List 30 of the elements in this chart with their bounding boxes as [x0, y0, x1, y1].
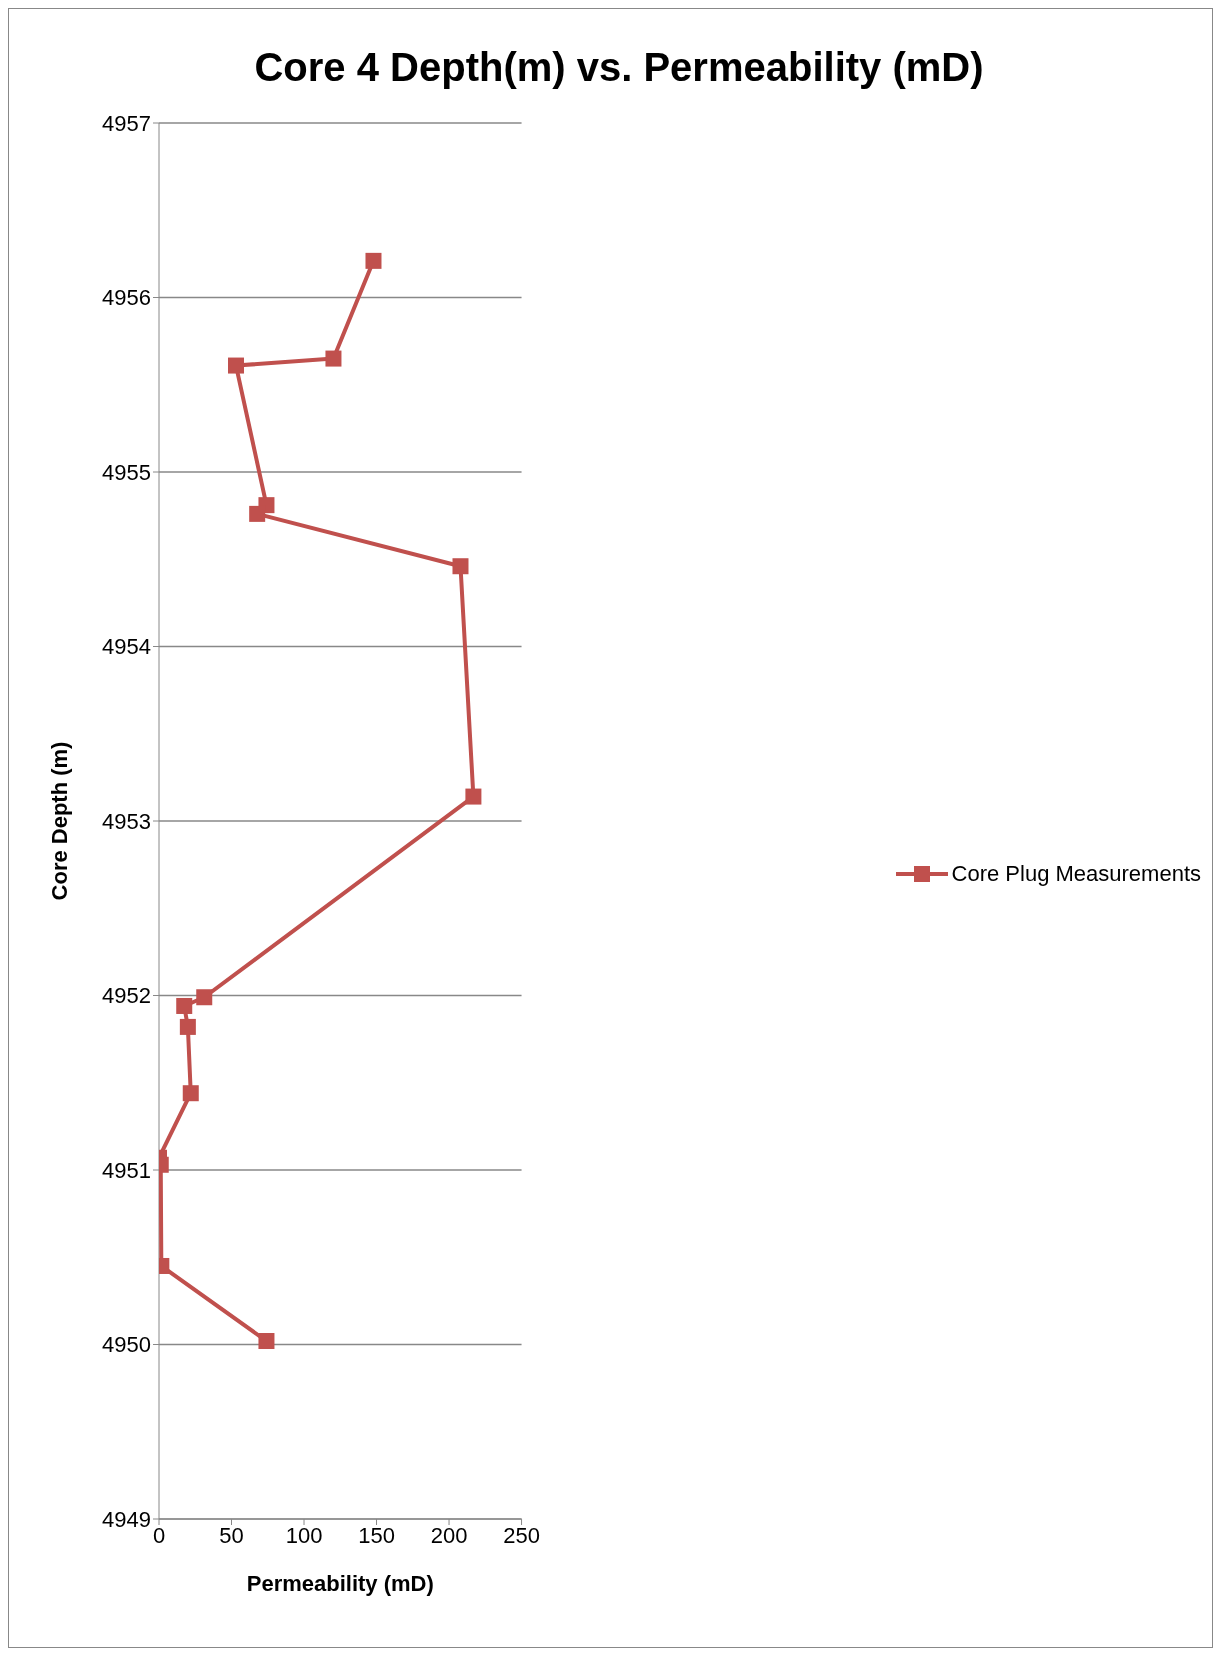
y-tick-label: 4956	[102, 285, 151, 311]
y-tick-label: 4954	[102, 634, 151, 660]
point	[176, 997, 193, 1014]
point	[249, 505, 266, 522]
x-axis-title: Permeability (mD)	[246, 1571, 434, 1596]
x-tick-label: 150	[358, 1522, 395, 1548]
x-tick-label: 0	[152, 1522, 166, 1548]
y-tick-label: 4950	[102, 1332, 151, 1358]
x-tick-label: 200	[430, 1522, 468, 1548]
legend-label: Core Plug Measurements	[951, 861, 1201, 887]
x-tick-label: 50	[219, 1522, 244, 1548]
y-tick-label: 4952	[102, 983, 151, 1009]
y-tick-label: 4951	[102, 1157, 151, 1183]
y-axis-title: Core Depth (m)	[46, 741, 72, 901]
point	[196, 989, 213, 1006]
point	[258, 1333, 275, 1350]
y-tick-label: 4955	[102, 459, 151, 485]
point	[228, 357, 245, 374]
y-tick-label: 4957	[102, 110, 151, 136]
point	[325, 350, 342, 367]
point	[179, 1018, 196, 1035]
point	[182, 1085, 199, 1102]
x-tick-label: 250	[503, 1522, 540, 1548]
x-tick-label: 100	[285, 1522, 323, 1548]
point	[465, 788, 482, 805]
point	[365, 252, 382, 269]
text: Core 4 Depth(m) vs. Permeability (mD)	[253, 44, 985, 90]
point	[452, 558, 469, 575]
y-tick-label: 4953	[102, 808, 151, 834]
y-tick-label: 4949	[102, 1506, 151, 1532]
